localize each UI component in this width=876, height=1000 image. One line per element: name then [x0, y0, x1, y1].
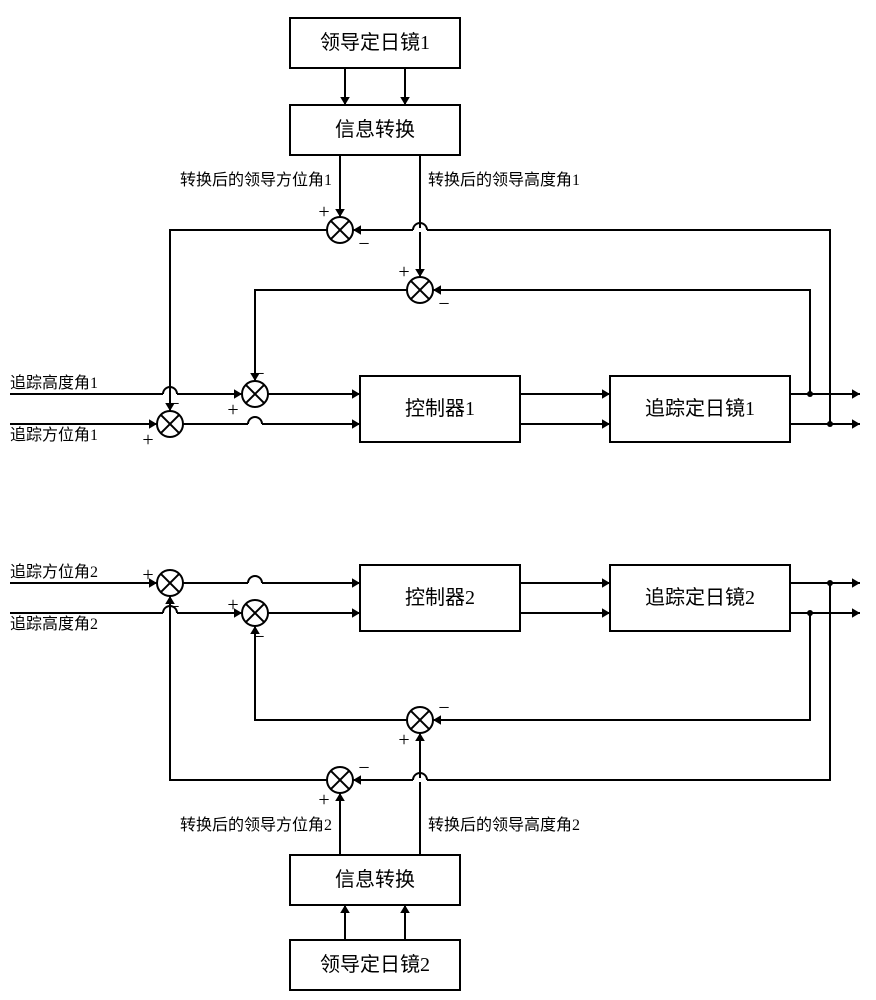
wire	[255, 626, 407, 720]
svg-text:+: +	[398, 729, 409, 751]
svg-text:+: +	[318, 201, 329, 223]
ctrl2-label: 控制器2	[405, 586, 475, 609]
lbl-trk-el1: 追踪高度角1	[10, 374, 98, 392]
svg-text:−: −	[438, 293, 449, 315]
lbl-conv-el1: 转换后的领导高度角1	[428, 171, 580, 189]
wire	[255, 290, 407, 381]
svg-text:−: −	[438, 697, 449, 719]
svg-text:−: −	[253, 363, 264, 385]
leader1-label: 领导定日镜1	[320, 31, 430, 54]
track1-label: 追踪定日镜1	[645, 397, 755, 420]
lbl-trk-el2: 追踪高度角2	[10, 615, 98, 633]
svg-text:−: −	[253, 626, 264, 648]
svg-text:−: −	[168, 596, 179, 618]
lbl-conv-el2: 转换后的领导高度角2	[428, 816, 580, 834]
lbl-conv-az1: 转换后的领导方位角1	[180, 171, 332, 189]
ctrl1-label: 控制器1	[405, 397, 475, 420]
svg-text:+: +	[142, 429, 153, 451]
svg-text:+: +	[142, 564, 153, 586]
svg-text:+: +	[398, 261, 409, 283]
lbl-trk-az2: 追踪方位角2	[10, 563, 98, 581]
leader2-label: 领导定日镜2	[320, 953, 430, 976]
svg-text:+: +	[318, 789, 329, 811]
svg-text:−: −	[168, 393, 179, 415]
svg-text:+: +	[227, 594, 238, 616]
info1-label: 信息转换	[335, 118, 415, 141]
info2-label: 信息转换	[335, 868, 415, 891]
track2-label: 追踪定日镜2	[645, 586, 755, 609]
svg-text:−: −	[358, 233, 369, 255]
lbl-conv-az2: 转换后的领导方位角2	[180, 816, 332, 834]
svg-text:+: +	[227, 399, 238, 421]
svg-text:−: −	[358, 757, 369, 779]
lbl-trk-az1: 追踪方位角1	[10, 426, 98, 444]
